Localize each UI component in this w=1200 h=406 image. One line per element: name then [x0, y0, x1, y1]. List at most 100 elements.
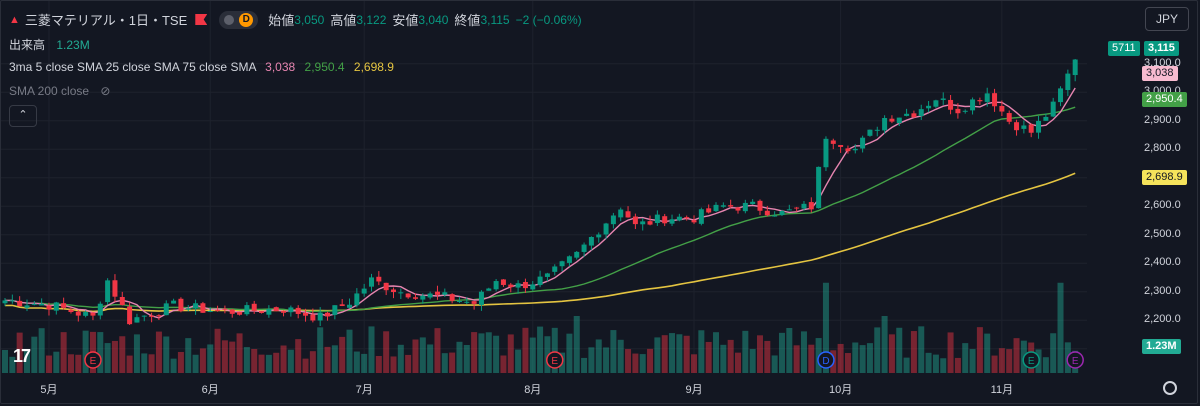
candle-body: [251, 303, 257, 311]
tradingview-logo-icon[interactable]: 17: [13, 346, 31, 366]
candle-body: [1072, 59, 1078, 76]
price-tick-label: 3,100.0: [1144, 56, 1181, 69]
volume-bar: [31, 336, 38, 373]
candle-body: [332, 305, 338, 315]
candle-body: [999, 105, 1005, 112]
ma-legend-label: 3ma 5 close SMA 25 close SMA 75 close SM…: [9, 60, 256, 74]
candle-body: [229, 309, 235, 314]
volume-bar: [837, 343, 844, 373]
volume-bar: [155, 331, 162, 373]
candle-body: [369, 277, 374, 287]
candle-body: [39, 303, 45, 306]
volume-bar: [852, 342, 859, 373]
volume-bar: [918, 326, 925, 373]
volume-bar: [265, 354, 272, 373]
candle-body: [911, 113, 917, 118]
volume-bar: [346, 329, 353, 373]
price-tick-label: 2,900.0: [1144, 113, 1181, 126]
volume-bar: [82, 330, 89, 373]
volume-bar: [925, 352, 932, 373]
volume-bar: [713, 332, 720, 373]
candle-body: [207, 311, 213, 313]
volume-bar: [903, 357, 910, 373]
event-marker[interactable]: [546, 351, 564, 369]
volume-bar: [881, 316, 888, 373]
price-tick-label: 2,400.0: [1144, 256, 1181, 269]
candle-body: [742, 202, 748, 212]
candle-body: [303, 312, 309, 316]
candle-body: [632, 216, 638, 225]
candle-body: [581, 244, 587, 252]
volume-bar: [522, 327, 529, 373]
candle-body: [588, 236, 594, 246]
candle-body: [515, 283, 521, 288]
time-tick-label: 6月: [201, 384, 219, 396]
candle-body: [882, 118, 888, 131]
candle-body: [992, 93, 998, 107]
open-value: 3,050: [294, 12, 325, 27]
volume-bar: [1042, 357, 1049, 373]
volume-bar: [390, 356, 397, 373]
volume-bar: [691, 354, 698, 373]
time-tick-label: 5月: [40, 384, 58, 396]
candle-body: [852, 148, 858, 151]
candle-body: [1006, 113, 1012, 122]
candle-body: [808, 202, 814, 210]
volume-bar: [866, 343, 873, 373]
volume-legend[interactable]: 出来高 1.23M: [9, 36, 90, 53]
volume-bar: [434, 328, 441, 373]
ma-legend[interactable]: 3ma 5 close SMA 25 close SMA 75 close SM…: [9, 60, 394, 74]
volume-bar: [822, 282, 829, 373]
candle-body: [530, 284, 536, 290]
candle-body: [662, 216, 668, 224]
volume-label: 出来高: [9, 38, 46, 52]
volume-bar: [669, 333, 676, 373]
event-marker[interactable]: [1066, 351, 1084, 369]
event-marker[interactable]: [84, 351, 102, 369]
flag-icon[interactable]: [195, 14, 208, 25]
volume-bar: [632, 353, 639, 373]
volume-value: 1.23M: [56, 38, 90, 52]
volume-bar: [1013, 338, 1020, 373]
volume-bar: [581, 357, 588, 373]
volume-bar: [368, 326, 375, 373]
status-pill[interactable]: D: [219, 10, 259, 29]
candle-body: [596, 234, 602, 238]
candle-body: [940, 98, 946, 100]
candle-body: [1043, 116, 1049, 121]
sma200-legend[interactable]: SMA 200 close ⊘: [9, 84, 110, 98]
candle-body: [471, 301, 477, 304]
volume-bar: [551, 327, 558, 373]
volume-bar: [97, 332, 104, 373]
candle-body: [684, 217, 690, 219]
currency-selector[interactable]: JPY: [1145, 7, 1189, 31]
event-marker[interactable]: [1022, 351, 1040, 369]
symbol-title[interactable]: 三菱マテリアル・1日・TSE: [24, 13, 188, 28]
volume-bar: [397, 344, 404, 373]
volume-bar: [529, 337, 536, 373]
market-status-icon: [224, 14, 235, 25]
event-marker[interactable]: [817, 351, 835, 369]
settings-icon[interactable]: [1163, 381, 1177, 395]
volume-bar: [221, 340, 228, 373]
candle-body: [786, 209, 792, 211]
price-tick-label: 2,200.0: [1144, 313, 1181, 326]
volume-bar: [991, 355, 998, 373]
volume-bar: [735, 352, 741, 373]
candle-body: [119, 296, 125, 305]
volume-bar: [537, 326, 544, 373]
volume-bar: [2, 349, 8, 373]
candle-body: [874, 129, 880, 131]
volume-bar: [808, 344, 815, 373]
chart-header: ▲ 三菱マテリアル・1日・TSE D 始値 3,050 高値 3,122 安値 3,0…: [9, 10, 588, 29]
candle-body: [618, 209, 624, 218]
eye-hidden-icon[interactable]: ⊘: [100, 84, 111, 98]
collapse-legend-button[interactable]: ⌃: [9, 105, 37, 127]
price-tick-label: 2,800.0: [1144, 142, 1181, 155]
volume-bar: [588, 347, 595, 373]
candle-body: [222, 308, 228, 310]
candle-body: [339, 304, 345, 306]
volume-bar: [749, 349, 756, 373]
candle-body: [112, 280, 118, 297]
